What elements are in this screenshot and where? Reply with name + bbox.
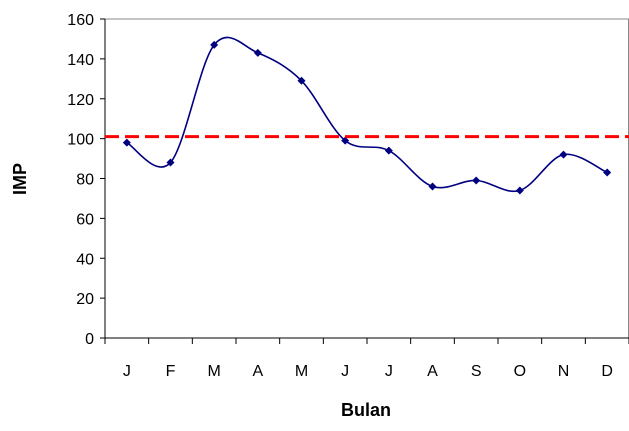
x-tick-label: A <box>252 363 263 380</box>
data-point-marker <box>253 48 262 57</box>
data-point-marker <box>122 138 131 147</box>
plot-area <box>105 36 629 195</box>
axes <box>100 18 629 344</box>
data-point-marker <box>559 150 568 159</box>
data-point-marker <box>297 76 306 85</box>
y-tick-label: 120 <box>67 92 94 109</box>
x-tick-label: A <box>427 363 438 380</box>
data-point-marker <box>166 158 175 167</box>
y-axis-title: IMP <box>10 163 30 195</box>
x-tick-label: M <box>295 363 308 380</box>
y-axis-ticks: 0 20 40 60 80 100 120 140 160 <box>67 12 105 348</box>
x-tick-label: F <box>166 363 176 380</box>
data-point-marker <box>603 168 612 177</box>
y-tick-label: 20 <box>76 291 94 308</box>
x-tick-label: M <box>208 363 221 380</box>
y-tick-label: 160 <box>67 12 94 29</box>
x-tick-label: J <box>123 363 131 380</box>
x-tick-label: D <box>601 363 613 380</box>
data-point-marker <box>384 146 393 155</box>
x-axis-title: Bulan <box>341 400 391 420</box>
data-point-marker <box>472 176 481 185</box>
y-tick-label: 60 <box>76 211 94 228</box>
data-point-marker <box>341 136 350 145</box>
y-tick-label: 80 <box>76 172 94 189</box>
y-tick-label: 140 <box>67 52 94 69</box>
x-tick-label: N <box>558 363 570 380</box>
series-line <box>126 36 608 193</box>
x-tick-label: J <box>341 363 349 380</box>
y-tick-label: 0 <box>85 331 94 348</box>
y-tick-label: 40 <box>76 251 94 268</box>
x-tick-label: J <box>385 363 393 380</box>
data-point-marker <box>515 186 524 195</box>
x-tick-label: O <box>514 363 526 380</box>
x-tick-label: S <box>471 363 482 380</box>
data-point-marker <box>428 182 437 191</box>
y-tick-label: 100 <box>67 132 94 149</box>
data-point-marker <box>210 40 219 49</box>
